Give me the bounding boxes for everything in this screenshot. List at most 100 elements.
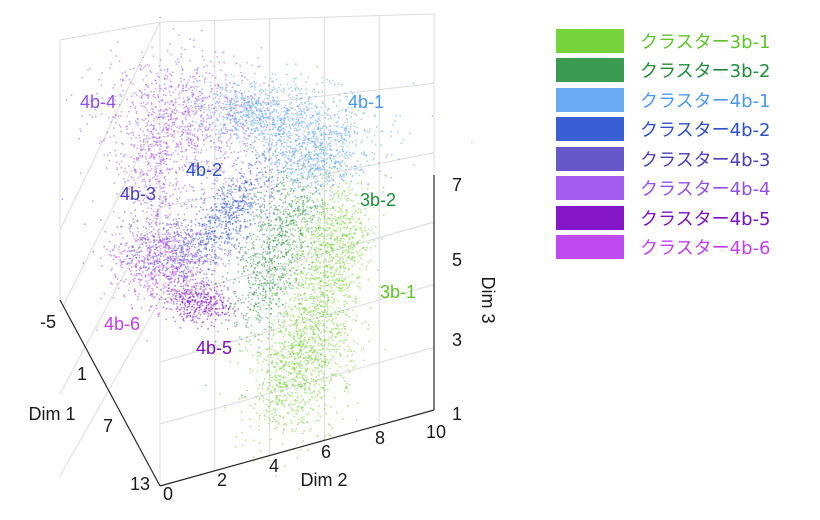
- data-point: [327, 174, 330, 177]
- data-point: [308, 139, 310, 142]
- data-point: [334, 310, 337, 313]
- data-point: [322, 347, 325, 350]
- data-point: [312, 269, 315, 272]
- data-point: [307, 154, 310, 156]
- data-point: [323, 438, 325, 440]
- data-point: [274, 208, 277, 211]
- data-point: [354, 228, 356, 231]
- data-point: [250, 265, 253, 268]
- data-point: [330, 140, 333, 143]
- data-point: [325, 339, 328, 342]
- data-point: [279, 198, 281, 201]
- data-point: [307, 245, 310, 248]
- data-point: [313, 248, 316, 251]
- data-point: [260, 352, 262, 355]
- data-point: [349, 360, 352, 363]
- data-point: [216, 241, 218, 244]
- data-point: [339, 287, 342, 289]
- data-point: [292, 324, 295, 326]
- data-point: [247, 193, 249, 195]
- data-point: [347, 391, 350, 393]
- data-point: [239, 246, 242, 249]
- data-point: [304, 299, 306, 302]
- data-point: [322, 274, 325, 277]
- data-point: [374, 245, 377, 248]
- data-point: [302, 164, 305, 167]
- data-point: [255, 395, 257, 398]
- data-point: [292, 190, 295, 192]
- data-point: [276, 185, 278, 188]
- data-point: [336, 120, 339, 123]
- data-point: [327, 339, 330, 342]
- data-point: [317, 154, 319, 157]
- data-point: [318, 213, 321, 215]
- data-point: [273, 418, 276, 421]
- data-point: [344, 300, 347, 303]
- data-point: [285, 148, 288, 150]
- data-point: [342, 309, 345, 312]
- data-point: [240, 411, 243, 414]
- data-point: [292, 161, 295, 164]
- data-point: [251, 109, 254, 112]
- data-point: [305, 229, 308, 232]
- data-point: [289, 249, 292, 252]
- data-point: [238, 105, 241, 108]
- data-point: [312, 313, 315, 316]
- data-point: [336, 343, 339, 345]
- data-point: [236, 209, 239, 212]
- data-point: [303, 203, 306, 206]
- data-point: [320, 226, 322, 229]
- data-point: [268, 346, 271, 348]
- data-point: [338, 94, 341, 96]
- data-point: [310, 137, 313, 140]
- data-point: [225, 108, 228, 111]
- data-point: [340, 328, 343, 330]
- data-point: [274, 239, 277, 242]
- data-point: [266, 165, 269, 168]
- data-point: [318, 256, 321, 259]
- data-point: [321, 345, 324, 347]
- data-point: [280, 383, 283, 385]
- data-point: [324, 305, 326, 308]
- data-point: [253, 131, 256, 133]
- data-point: [218, 113, 221, 116]
- data-point: [352, 251, 354, 254]
- data-point: [371, 159, 374, 161]
- data-point: [314, 358, 317, 361]
- data-point: [365, 155, 368, 158]
- data-point: [354, 225, 357, 227]
- data-point: [252, 293, 255, 296]
- data-point: [381, 130, 384, 133]
- data-point: [311, 132, 314, 135]
- data-point: [361, 236, 364, 239]
- data-point: [292, 285, 294, 287]
- data-point: [325, 270, 328, 273]
- data-point: [315, 316, 318, 319]
- data-point: [200, 188, 203, 191]
- data-point: [292, 288, 295, 290]
- data-point: [265, 253, 268, 255]
- data-point: [248, 104, 250, 106]
- data-point: [321, 199, 324, 202]
- data-point: [244, 318, 247, 321]
- data-point: [296, 258, 299, 261]
- data-point: [266, 264, 269, 267]
- data-point: [300, 346, 302, 349]
- data-point: [342, 215, 344, 218]
- data-point: [245, 111, 248, 113]
- data-point: [242, 236, 245, 239]
- data-point: [323, 160, 326, 163]
- data-point: [297, 212, 300, 215]
- data-point: [346, 289, 349, 292]
- data-point: [288, 131, 291, 133]
- data-point: [217, 132, 220, 135]
- data-point: [227, 189, 229, 192]
- data-point: [346, 355, 349, 358]
- data-point: [325, 412, 327, 415]
- data-point: [267, 459, 270, 462]
- data-point: [240, 419, 243, 422]
- data-point: [355, 302, 357, 305]
- data-point: [337, 226, 340, 229]
- data-point: [267, 410, 269, 413]
- data-point: [307, 227, 310, 230]
